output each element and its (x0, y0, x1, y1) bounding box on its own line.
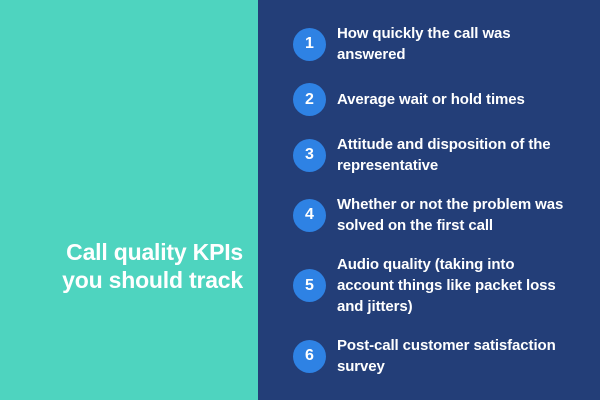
number-badge: 6 (293, 339, 326, 373)
list-item: 3 Attitude and disposition of the repres… (293, 134, 600, 176)
kpi-list-panel: 1 How quickly the call was answered 2 Av… (258, 0, 600, 400)
kpi-text-line: representative (337, 157, 439, 174)
kpi-text: Attitude and disposition of the represen… (337, 134, 551, 176)
kpi-text-line: solved on the first call (337, 217, 493, 234)
kpi-text-line: survey (337, 358, 385, 375)
list-item: 5 Audio quality (taking into account thi… (293, 254, 600, 317)
kpi-text-line: Attitude and disposition of the (337, 136, 551, 153)
page-title-line-1: Call quality KPIs (66, 239, 243, 265)
list-item: 4 Whether or not the problem was solved … (293, 194, 600, 236)
list-item: 2 Average wait or hold times (293, 83, 600, 116)
number-badge: 2 (293, 83, 326, 116)
kpi-text-line: Audio quality (taking into (337, 256, 515, 273)
kpi-text-line: and jitters) (337, 298, 413, 315)
kpi-text: Whether or not the problem was solved on… (337, 194, 563, 236)
kpi-text: Average wait or hold times (337, 89, 525, 110)
number-badge: 4 (293, 198, 326, 232)
list-item: 6 Post-call customer satisfaction survey (293, 335, 600, 377)
kpi-text-line: answered (337, 46, 406, 63)
kpi-text: Post-call customer satisfaction survey (337, 335, 556, 377)
list-item: 1 How quickly the call was answered (293, 23, 600, 65)
kpi-text-line: How quickly the call was (337, 25, 511, 42)
kpi-text: How quickly the call was answered (337, 23, 511, 65)
page-title: Call quality KPIs you should track (62, 238, 243, 294)
title-panel: Call quality KPIs you should track (0, 0, 258, 400)
kpi-text-line: Post-call customer satisfaction (337, 337, 556, 354)
kpi-text: Audio quality (taking into account thing… (337, 254, 556, 317)
kpi-text-line: Whether or not the problem was (337, 196, 564, 213)
page-title-line-2: you should track (62, 267, 243, 293)
number-badge: 3 (293, 138, 326, 172)
kpi-text-line: account things like packet loss (337, 277, 556, 294)
number-badge: 1 (293, 27, 326, 61)
number-badge: 5 (293, 269, 326, 302)
kpi-text-line: Average wait or hold times (337, 91, 525, 108)
